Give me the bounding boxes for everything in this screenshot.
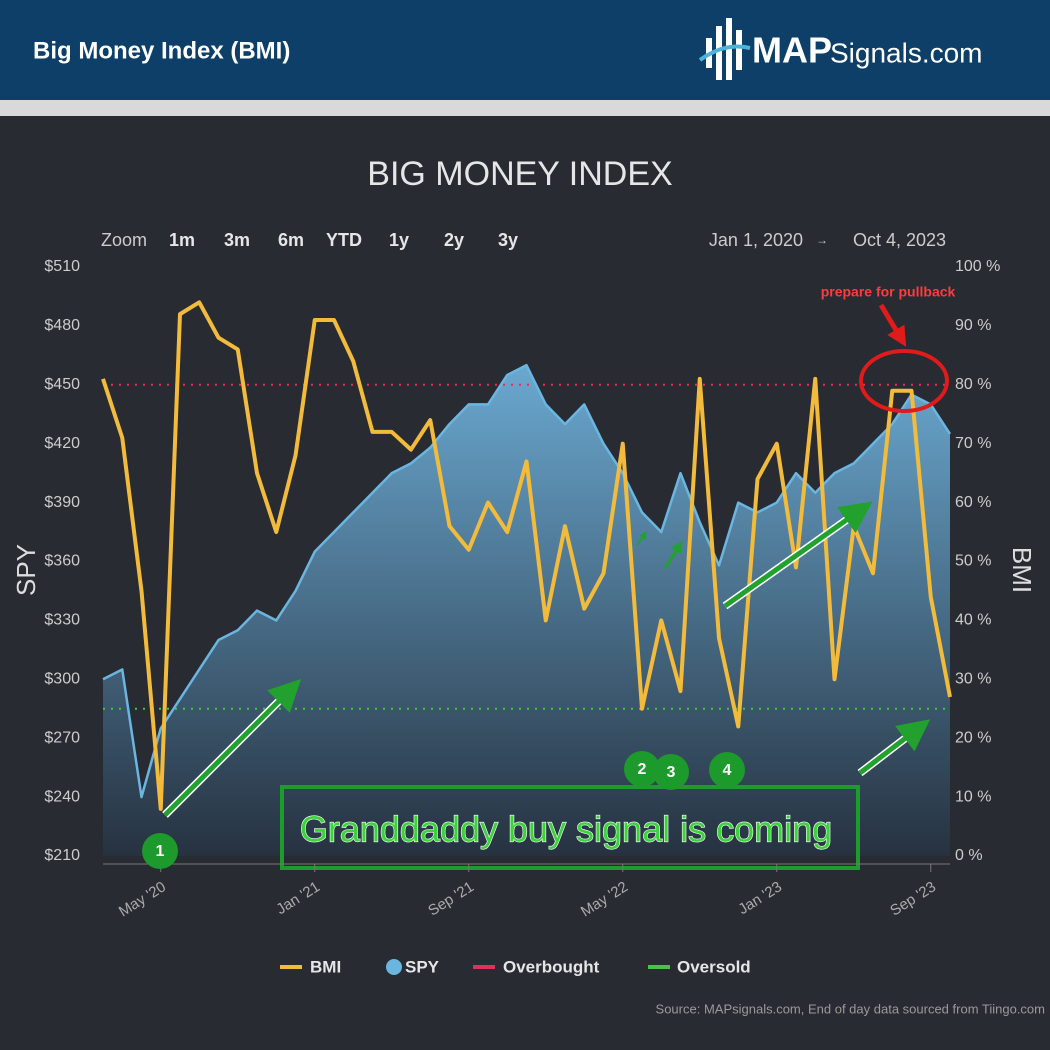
source-note: Source: MAPsignals.com, End of day data … bbox=[656, 1001, 1045, 1016]
signal-marker bbox=[624, 751, 660, 787]
y-tick-label: $360 bbox=[44, 553, 80, 570]
logo-icon bbox=[698, 18, 751, 80]
chart-title: BIG MONEY INDEX bbox=[367, 155, 672, 193]
legend-label[interactable]: BMI bbox=[310, 957, 341, 976]
y-tick-label: $510 bbox=[44, 258, 80, 275]
y-tick-label: $240 bbox=[44, 788, 80, 805]
plot bbox=[101, 300, 952, 856]
y2-axis-label: BMI bbox=[1007, 547, 1037, 593]
legend-label[interactable]: Overbought bbox=[503, 957, 600, 976]
zoom-button[interactable]: 2y bbox=[444, 230, 464, 250]
y-tick-label: $300 bbox=[44, 671, 80, 688]
y2-tick-label: 50 % bbox=[955, 553, 991, 570]
range-to[interactable]: Oct 4, 2023 bbox=[853, 230, 946, 250]
y2-tick-label: 40 % bbox=[955, 612, 991, 629]
zoom-button[interactable]: 1y bbox=[389, 230, 409, 250]
signal-number: 4 bbox=[723, 762, 732, 779]
legend-label[interactable]: SPY bbox=[405, 957, 440, 976]
series-line bbox=[102, 363, 952, 799]
zoom-button[interactable]: 3m bbox=[224, 230, 250, 250]
zoom-label: Zoom bbox=[101, 230, 147, 250]
y2-tick-label: 20 % bbox=[955, 729, 991, 746]
signal-marker bbox=[709, 752, 745, 788]
y-axis-label: SPY bbox=[11, 544, 41, 596]
y2-tick-label: 60 % bbox=[955, 494, 991, 511]
zoom-button[interactable]: 6m bbox=[278, 230, 304, 250]
y2-tick-label: 80 % bbox=[955, 376, 991, 393]
annotation-arrows bbox=[162, 303, 949, 870]
y-tick-label: $450 bbox=[44, 376, 80, 393]
y2-tick-label: 90 % bbox=[955, 317, 991, 334]
y2-tick-label: 100 % bbox=[955, 258, 1000, 275]
annotation: prepare for pullback bbox=[821, 284, 956, 300]
y-tick-label: $330 bbox=[44, 612, 80, 629]
signal-number: 3 bbox=[667, 764, 676, 781]
zoom-button[interactable]: YTD bbox=[326, 230, 362, 250]
range-arrow: → bbox=[816, 233, 828, 247]
y2-tick-label: 10 % bbox=[955, 788, 991, 805]
divider bbox=[0, 100, 1050, 116]
signal-marker bbox=[142, 833, 178, 869]
legend-label[interactable]: Oversold bbox=[677, 957, 751, 976]
series-line bbox=[101, 300, 952, 811]
y2-tick-label: 70 % bbox=[955, 435, 991, 452]
logo-text: MAP bbox=[752, 30, 832, 71]
zoom-button[interactable]: 3y bbox=[498, 230, 518, 250]
logo-text: Signals.com bbox=[830, 37, 983, 68]
y-tick-label: $270 bbox=[44, 729, 80, 746]
signal-number: 2 bbox=[638, 761, 647, 778]
y-tick-label: $210 bbox=[44, 847, 80, 864]
range-from[interactable]: Jan 1, 2020 bbox=[709, 230, 803, 250]
legend-swatch bbox=[386, 959, 402, 975]
y2-tick-label: 0 % bbox=[955, 847, 983, 864]
y-tick-label: $420 bbox=[44, 435, 80, 452]
spy-area bbox=[103, 365, 950, 856]
y-tick-label: $480 bbox=[44, 317, 80, 334]
annotation: Granddaddy buy signal is coming bbox=[300, 809, 832, 850]
signal-number: 1 bbox=[156, 843, 165, 860]
zoom-button[interactable]: 1m bbox=[169, 230, 195, 250]
header-title: Big Money Index (BMI) bbox=[33, 37, 290, 64]
y-tick-label: $390 bbox=[44, 494, 80, 511]
signal-marker bbox=[653, 754, 689, 790]
header-bar bbox=[0, 0, 1050, 100]
y2-tick-label: 30 % bbox=[955, 671, 991, 688]
